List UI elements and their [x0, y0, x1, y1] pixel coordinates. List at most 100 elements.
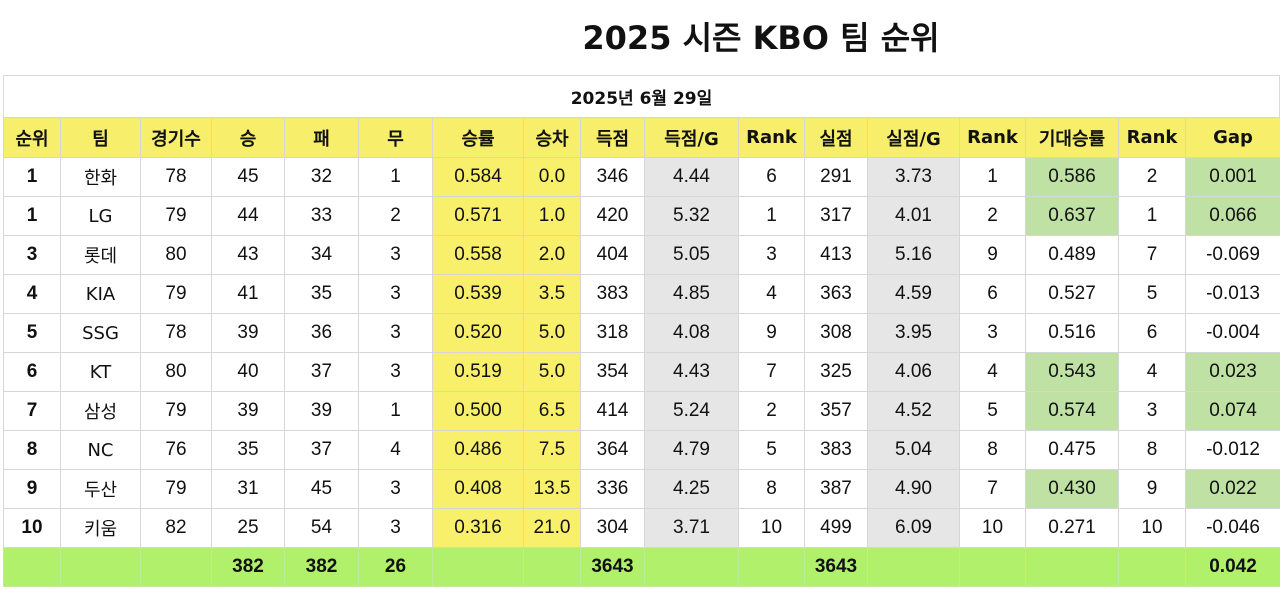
runs-scored-cell: 420: [580, 196, 645, 236]
losses-cell: 33: [284, 196, 359, 236]
total-draws: 26: [358, 547, 433, 587]
runs-scored-cell: 336: [580, 469, 645, 509]
runs-allowed-cell: 308: [804, 313, 868, 353]
table-row: 1 LG 79 44 33 2 0.571 1.0 420 5.32 1 317 4.01 2 0.637 1…: [3, 196, 1280, 236]
runs-allowed-per-game-cell: 5.04: [867, 430, 960, 470]
games-behind-cell: 3.5: [523, 274, 581, 314]
runs-rank-cell: 10: [738, 508, 805, 548]
rank-cell: 4: [3, 274, 61, 314]
runs-scored-cell: 414: [580, 391, 645, 431]
header-draws: 무: [358, 117, 433, 158]
losses-cell: 54: [284, 508, 359, 548]
total-cell-blank: [432, 547, 524, 587]
runs-rank-cell: 2: [738, 391, 805, 431]
header-team: 팀: [60, 117, 141, 158]
games-cell: 79: [140, 469, 212, 509]
header-runs-allowed: 실점: [804, 117, 868, 158]
runs-allowed-rank-cell: 8: [959, 430, 1026, 470]
team-cell: KIA: [60, 274, 141, 314]
losses-cell: 35: [284, 274, 359, 314]
gap-cell: -0.013: [1185, 274, 1280, 314]
losses-cell: 32: [284, 157, 359, 197]
draws-cell: 3: [358, 352, 433, 392]
games-cell: 79: [140, 196, 212, 236]
gap-cell: -0.046: [1185, 508, 1280, 548]
games-behind-cell: 21.0: [523, 508, 581, 548]
runs-per-game-cell: 4.44: [644, 157, 739, 197]
games-behind-cell: 13.5: [523, 469, 581, 509]
draws-cell: 3: [358, 469, 433, 509]
total-runs-allowed: 3643: [804, 547, 868, 587]
gap-cell: -0.012: [1185, 430, 1280, 470]
runs-rank-cell: 4: [738, 274, 805, 314]
runs-per-game-cell: 3.71: [644, 508, 739, 548]
wins-cell: 35: [211, 430, 285, 470]
header-gap: Gap: [1185, 117, 1280, 158]
rank-cell: 1: [3, 157, 61, 197]
gap-cell: 0.022: [1185, 469, 1280, 509]
games-behind-cell: 1.0: [523, 196, 581, 236]
runs-allowed-per-game-cell: 4.90: [867, 469, 960, 509]
date-row: 2025년 6월 29일: [3, 75, 1280, 117]
header-expected-rank: Rank: [1118, 117, 1186, 158]
expected-rank-cell: 7: [1118, 235, 1186, 275]
rank-cell: 5: [3, 313, 61, 353]
games-behind-cell: 6.5: [523, 391, 581, 431]
total-cell-blank: [644, 547, 739, 587]
draws-cell: 3: [358, 235, 433, 275]
draws-cell: 3: [358, 274, 433, 314]
games-cell: 78: [140, 313, 212, 353]
games-cell: 80: [140, 352, 212, 392]
gap-cell: -0.069: [1185, 235, 1280, 275]
team-cell: KT: [60, 352, 141, 392]
total-losses: 382: [284, 547, 359, 587]
runs-allowed-cell: 499: [804, 508, 868, 548]
games-behind-cell: 0.0: [523, 157, 581, 197]
rank-cell: 6: [3, 352, 61, 392]
team-cell: NC: [60, 430, 141, 470]
win-pct-cell: 0.500: [432, 391, 524, 431]
runs-per-game-cell: 4.08: [644, 313, 739, 353]
runs-rank-cell: 9: [738, 313, 805, 353]
win-pct-cell: 0.584: [432, 157, 524, 197]
runs-allowed-rank-cell: 2: [959, 196, 1026, 236]
runs-rank-cell: 5: [738, 430, 805, 470]
runs-allowed-per-game-cell: 3.73: [867, 157, 960, 197]
team-cell: 삼성: [60, 391, 141, 431]
total-cell-blank: [140, 547, 212, 587]
total-gap: 0.042: [1185, 547, 1280, 587]
runs-allowed-cell: 413: [804, 235, 868, 275]
wins-cell: 40: [211, 352, 285, 392]
rank-cell: 10: [3, 508, 61, 548]
team-cell: 두산: [60, 469, 141, 509]
header-games: 경기수: [140, 117, 212, 158]
runs-allowed-rank-cell: 6: [959, 274, 1026, 314]
expected-win-pct-cell: 0.475: [1025, 430, 1119, 470]
gap-cell: 0.001: [1185, 157, 1280, 197]
gap-cell: -0.004: [1185, 313, 1280, 353]
expected-win-pct-cell: 0.516: [1025, 313, 1119, 353]
games-cell: 82: [140, 508, 212, 548]
total-cell-blank: [523, 547, 581, 587]
expected-rank-cell: 6: [1118, 313, 1186, 353]
wins-cell: 41: [211, 274, 285, 314]
total-cell-blank: [1118, 547, 1186, 587]
standings-table: 순위 팀 경기수 승 패 무 승률 승차 득점 득점/G Rank 실점 실점/G Rank 기대승률 Ran…: [3, 117, 1280, 587]
runs-scored-cell: 354: [580, 352, 645, 392]
games-cell: 80: [140, 235, 212, 275]
runs-rank-cell: 1: [738, 196, 805, 236]
wins-cell: 45: [211, 157, 285, 197]
header-runs-allowed-per-game: 실점/G: [867, 117, 960, 158]
runs-allowed-per-game-cell: 5.16: [867, 235, 960, 275]
runs-allowed-cell: 357: [804, 391, 868, 431]
draws-cell: 1: [358, 391, 433, 431]
table-row: 4 KIA 79 41 35 3 0.539 3.5 383 4.85 4 363 4.59 6 0.527…: [3, 274, 1280, 314]
runs-scored-cell: 346: [580, 157, 645, 197]
runs-per-game-cell: 4.25: [644, 469, 739, 509]
total-cell-blank: [738, 547, 805, 587]
games-behind-cell: 2.0: [523, 235, 581, 275]
totals-row: 382 382 26 3643 3643 0.042: [3, 547, 1280, 587]
gap-cell: 0.074: [1185, 391, 1280, 431]
expected-win-pct-cell: 0.271: [1025, 508, 1119, 548]
team-cell: LG: [60, 196, 141, 236]
